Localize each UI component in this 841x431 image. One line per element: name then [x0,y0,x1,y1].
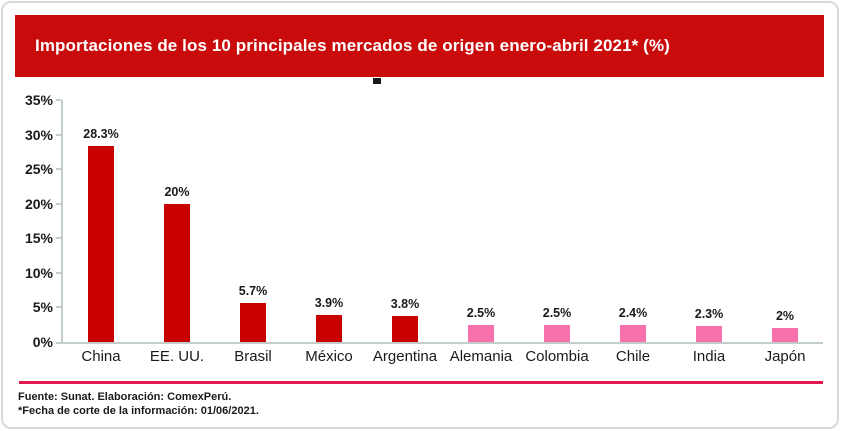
bar-jap-n [772,328,798,342]
x-axis-category-label: China [81,348,121,365]
x-axis-category-label: Chile [615,348,651,365]
y-axis-tick-label: 10% [24,264,53,281]
bar-value-label: 2% [775,309,795,324]
bar-chile [620,325,646,342]
bar-china [88,146,114,342]
y-axis-tick-label: 35% [24,92,53,108]
bar-value-label: 20% [164,184,190,199]
y-axis-tick-mark [56,202,61,205]
y-axis-tick-label: 0% [32,334,53,350]
bar-argentina [392,315,418,342]
bar-alemania [468,324,494,342]
y-axis-tick-mark [56,168,61,171]
x-axis-category-label: India [692,348,726,365]
y-axis-tick-mark [56,306,61,309]
y-axis-tick-label: 15% [24,230,53,247]
y-axis-tick-mark [56,237,61,240]
x-axis-category-label: EE. UU. [149,348,205,365]
y-axis-tick-label: 20% [24,195,53,212]
x-axis-category-label: México [305,348,353,365]
bar-colombia [544,324,570,342]
x-axis-category-label: Colombia [525,348,589,365]
bar-value-label: 3.8% [390,296,420,311]
note-line: *Fecha de corte de la información: 01/06… [18,405,259,417]
y-axis-tick-label: 5% [32,299,53,316]
bar-value-label: 2.3% [694,307,724,322]
chart-title: Importaciones de los 10 principales merc… [35,36,670,55]
bar-value-label: 5.7% [238,283,268,298]
bar-india [696,326,722,342]
y-axis-tick-label: 25% [24,161,53,178]
bar-brasil [240,302,266,342]
x-axis-baseline [56,342,823,344]
footer-notes: Fuente: Sunat. Elaboración: ComexPerú. *… [18,390,259,418]
y-axis-tick-label: 30% [24,126,53,143]
plot-area: 35% 30% 25% 20% 15% 10% 5% 0% 28.3% China 20% EE. U… [25,92,823,365]
bar-m-xico [316,315,342,342]
y-axis-tick-mark [56,133,61,136]
bar-value-label: 2.5% [542,305,572,320]
x-axis-category-label: Japón [764,348,806,365]
x-axis-category-label: Alemania [449,348,513,365]
bar-ee-uu- [164,203,190,342]
y-axis-tick-mark [56,271,61,274]
x-axis-category-label: Brasil [234,348,272,365]
bar-value-label: 2.4% [618,306,648,321]
footer-divider-line [19,381,823,384]
y-axis-line [61,100,63,342]
chart-title-fragment [373,78,381,84]
y-axis-tick-mark [56,99,61,101]
x-axis-category-label: Argentina [372,348,438,365]
source-line: Fuente: Sunat. Elaboración: ComexPerú. [18,391,232,403]
bar-value-label: 2.5% [466,305,496,320]
bar-value-label: 3.9% [314,296,344,311]
bar-value-label: 28.3% [83,127,119,142]
title-banner: Importaciones de los 10 principales merc… [15,15,824,77]
